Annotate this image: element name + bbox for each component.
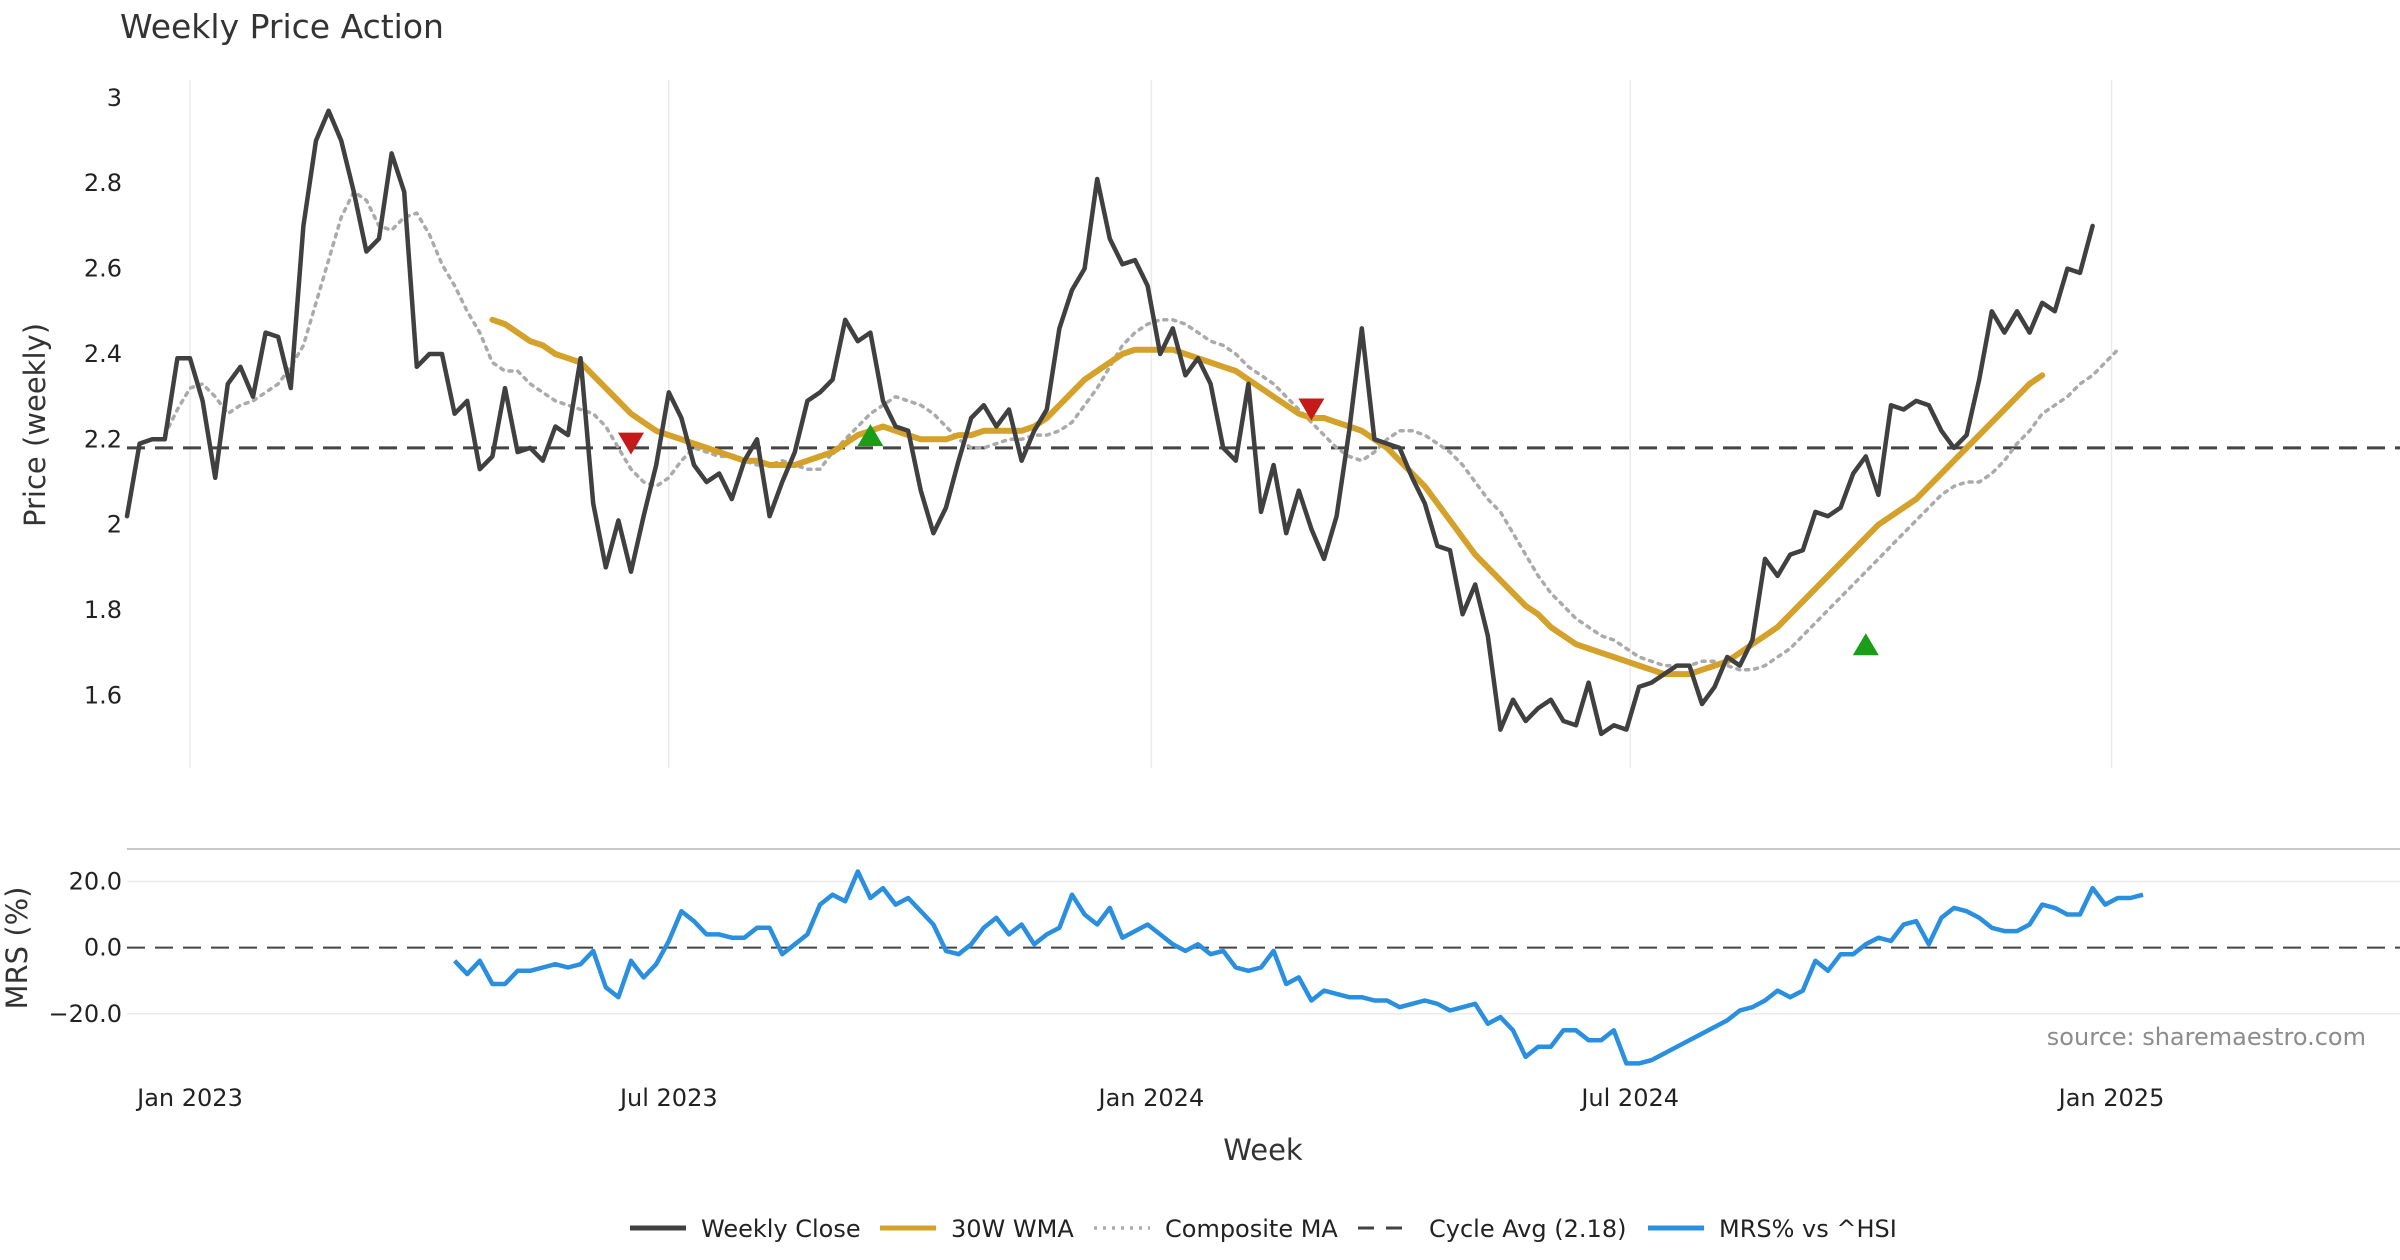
price-y-tick-label: 3 (107, 84, 122, 112)
mrs-y-tick-label: 20.0 (69, 867, 122, 895)
mrs-line (452, 869, 2144, 1066)
x-tick-label: Jan 2023 (135, 1084, 243, 1112)
price-series-layer (124, 108, 2120, 737)
buy-signal-marker-3 (1852, 633, 1879, 656)
legend-label-0: Weekly Close (701, 1215, 861, 1243)
price-y-tick-label: 2 (107, 511, 122, 539)
legend-label-2: Composite MA (1165, 1215, 1338, 1243)
mrs-y-tick-label: 0.0 (84, 934, 122, 962)
mrs-grid (127, 880, 2400, 1015)
price-y-ticks: 1.6 1.8 2 2.2 2.4 2.6 2.8 3 (84, 84, 122, 710)
legend: Weekly Close 30W WMA Composite MA Cycle Avg… (630, 1215, 1897, 1243)
x-tick-label: Jul 2024 (1579, 1084, 1679, 1112)
sell-signal-marker-0 (618, 432, 644, 455)
buy-signal-marker-1 (857, 424, 884, 447)
x-axis-label: Week (1223, 1133, 1303, 1167)
chart-title: Weekly Price Action (120, 7, 444, 46)
legend-label-1: 30W WMA (951, 1215, 1074, 1243)
composite-ma-line (163, 190, 2120, 672)
price-grid (189, 80, 2113, 768)
price-y-tick-label: 1.6 (84, 681, 122, 709)
weekly-close-line (124, 108, 2095, 737)
price-y-tick-label: 2.2 (84, 425, 122, 453)
legend-label-3: Cycle Avg (2.18) (1429, 1215, 1626, 1243)
mrs-series-layer (452, 869, 2144, 1066)
x-axis-ticks: Jan 2023 Jul 2023 Jan 2024 Jul 2024 Jan 2025… (135, 1084, 2165, 1112)
x-tick-label: Jan 2024 (1097, 1084, 1205, 1112)
price-y-axis-label: Price (weekly) (18, 323, 52, 527)
signal-markers (618, 398, 1879, 656)
mrs-y-ticks: −20.0 0.0 20.0 (48, 867, 122, 1027)
sell-signal-marker-2 (1298, 398, 1325, 421)
price-y-tick-label: 2.8 (84, 169, 122, 197)
legend-label-4: MRS% vs ^HSI (1719, 1215, 1897, 1243)
wma-30w-line (489, 316, 2046, 678)
price-y-tick-label: 2.6 (84, 255, 122, 283)
price-y-tick-label: 2.4 (84, 340, 122, 368)
price-y-tick-label: 1.8 (84, 596, 122, 624)
mrs-y-tick-label: −20.0 (48, 1000, 122, 1028)
mrs-y-axis-label: MRS (%) (0, 887, 34, 1010)
source-note: source: sharemaestro.com (2047, 1023, 2366, 1051)
x-tick-label: Jan 2025 (2057, 1084, 2165, 1112)
x-tick-label: Jul 2023 (618, 1084, 718, 1112)
